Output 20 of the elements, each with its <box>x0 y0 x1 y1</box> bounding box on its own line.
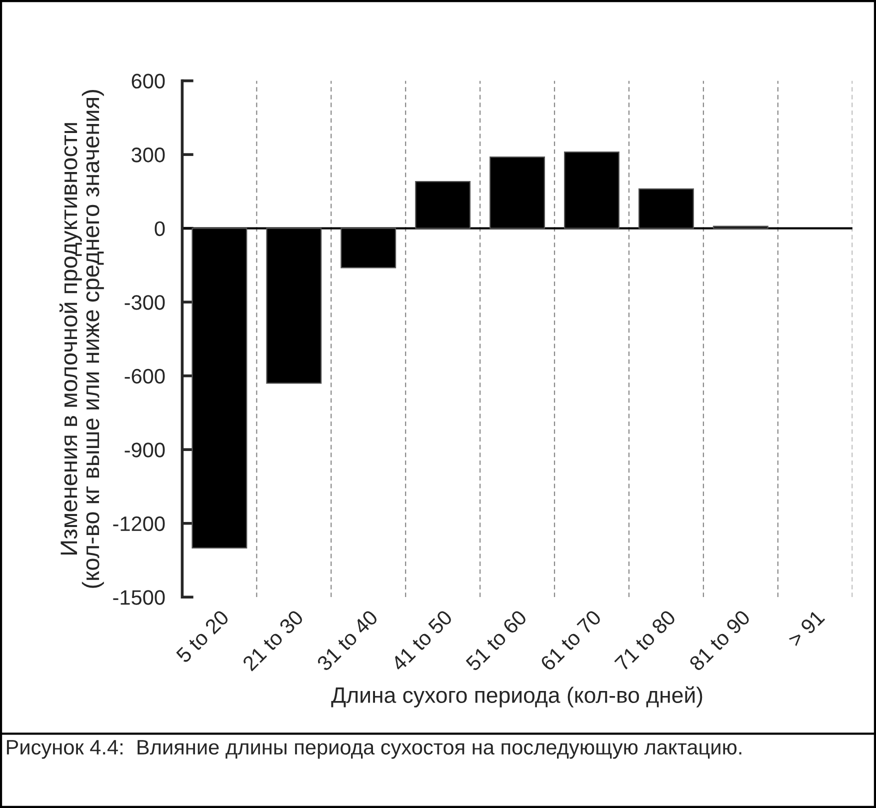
x-tick-label: 61 to 70 <box>540 609 602 672</box>
x-tick-label: 51 to 60 <box>465 609 528 672</box>
x-tick-label: 31 to 40 <box>316 609 379 672</box>
text: Рисунок 4.4: Влияние длины периода сухостоя на последующую лактацию. <box>6 740 742 759</box>
y-tick-label: -900 <box>124 442 165 458</box>
y-tick-label: -1500 <box>113 590 165 605</box>
x-tick-label: 81 to 90 <box>688 609 751 672</box>
y-tick-label: 0 <box>154 221 165 236</box>
x-tick-label: 41 to 50 <box>390 609 454 672</box>
x-tick-label: > 91 <box>787 609 826 648</box>
y-tick-label: 600 <box>132 74 165 89</box>
y-tick-label: -1200 <box>113 516 165 532</box>
y-tick-label: -600 <box>124 368 165 384</box>
x-tick-label: 71 to 80 <box>614 609 676 672</box>
y-tick-label: 300 <box>132 148 165 162</box>
x-tick-label: 21 to 30 <box>242 609 304 672</box>
x-tick-label: 5 to 20 <box>175 609 230 664</box>
y-tick-label: -300 <box>124 295 165 310</box>
y-axis-title: Изменения в молочной продуктивности (кол-во кг выше или ниже среднего значения) <box>59 90 104 588</box>
x-axis-title: Длина сухого периода (кол-во дней) <box>331 686 702 708</box>
